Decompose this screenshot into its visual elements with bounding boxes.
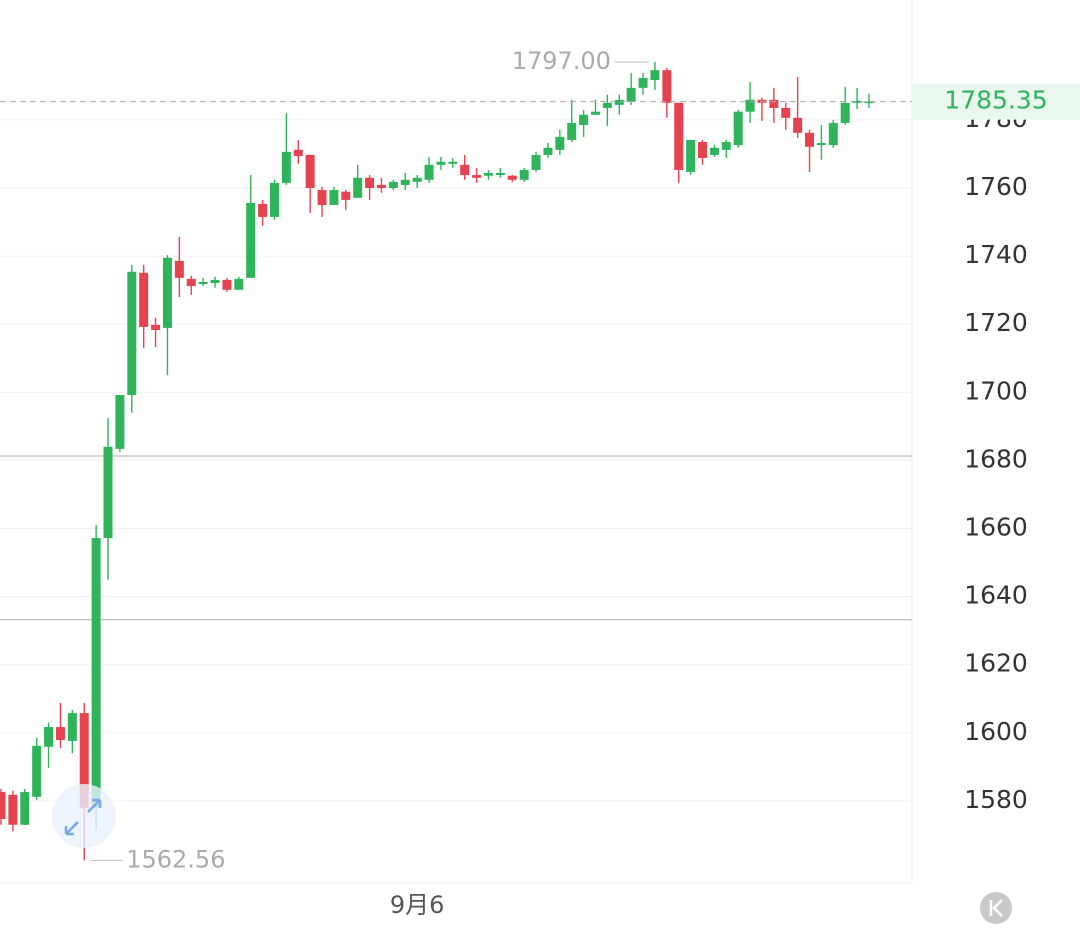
expand-icon <box>64 798 102 836</box>
candle-body <box>769 99 779 108</box>
collapse-icon <box>989 899 1003 917</box>
grid <box>0 119 912 802</box>
candle-body <box>329 190 339 206</box>
candle-body <box>650 70 660 81</box>
y-tick-label: 1580 <box>964 785 1028 814</box>
candle-body <box>305 154 315 188</box>
candle-body <box>234 278 244 290</box>
candle-body <box>20 792 30 825</box>
candle-body <box>733 111 743 146</box>
candle-body <box>317 190 327 206</box>
y-tick-label: 1640 <box>964 581 1028 610</box>
candle-body <box>483 172 493 176</box>
last-price-label: 1785.35 <box>944 86 1047 115</box>
candle-body <box>55 727 65 740</box>
candle-body <box>626 87 636 102</box>
candle-body <box>424 164 434 180</box>
last-price-badge <box>912 83 1080 120</box>
candle-body <box>686 139 696 172</box>
candle-body <box>638 77 648 88</box>
candle-body <box>567 122 577 140</box>
candle-body <box>698 142 708 159</box>
candle-body <box>472 175 482 178</box>
x-tick-label: 9月6 <box>390 891 445 919</box>
candle-body <box>448 161 458 164</box>
collapse-button[interactable] <box>980 892 1012 924</box>
candle-body <box>602 102 612 108</box>
y-tick-label: 1660 <box>964 513 1028 542</box>
high-label: 1797.00 <box>512 47 611 75</box>
candle-body <box>745 99 755 112</box>
y-tick-label: 1680 <box>964 444 1028 473</box>
candle-body <box>79 713 89 808</box>
candle-body <box>258 203 268 217</box>
candle-body <box>412 177 422 182</box>
candle-body <box>365 177 375 188</box>
candles <box>0 61 874 861</box>
candle-body <box>662 70 672 103</box>
candle-body <box>67 713 77 741</box>
candle-body <box>44 727 54 747</box>
candle-body <box>127 271 137 396</box>
candle-body <box>507 175 517 180</box>
candle-body <box>828 122 838 146</box>
candle-body <box>674 102 684 170</box>
candle-body <box>91 538 101 808</box>
y-tick-label: 1740 <box>964 240 1028 269</box>
candle-body <box>174 260 184 278</box>
candle-body <box>591 111 600 115</box>
candle-body <box>162 257 172 328</box>
candle-body <box>186 278 196 287</box>
candle-body <box>210 279 220 283</box>
candle-body <box>852 100 862 103</box>
candle-body <box>436 161 446 165</box>
candle-body <box>341 191 351 200</box>
candle-body <box>816 143 826 146</box>
labels: 1580 1600 1620 1640 1660 1680 1700 1720 1740 1760… <box>0 47 1080 919</box>
candle-body <box>495 172 505 176</box>
y-tick-label: 1760 <box>964 172 1028 201</box>
candle-body <box>103 446 113 539</box>
candle-body <box>460 164 470 176</box>
candle-body <box>709 147 719 155</box>
y-tick-label: 1620 <box>964 649 1028 678</box>
candle-body <box>555 136 565 150</box>
candle-body <box>353 177 363 198</box>
candle-body <box>793 117 803 133</box>
y-tick-label: 1720 <box>964 308 1028 337</box>
candle-body <box>32 745 42 797</box>
candle-body <box>840 102 850 123</box>
candle-body <box>222 279 232 290</box>
candle-body <box>269 182 279 217</box>
expand-button[interactable] <box>52 784 116 848</box>
candle-body <box>151 324 161 330</box>
candle-body <box>293 149 303 156</box>
y-tick-label: 1600 <box>964 717 1028 746</box>
candle-body <box>721 142 731 150</box>
candle-body <box>543 147 553 155</box>
candle-body <box>8 794 18 825</box>
candle-body <box>614 99 624 105</box>
candle-body <box>139 272 149 327</box>
candle-body <box>805 132 815 147</box>
candle-body <box>246 202 256 278</box>
candle-body <box>388 181 398 188</box>
candle-body <box>0 792 6 819</box>
candle-body <box>864 101 874 104</box>
candle-body <box>115 395 125 449</box>
y-tick-label: 1700 <box>964 376 1028 405</box>
candle-body <box>579 114 589 125</box>
candle-body <box>281 151 291 183</box>
candle-body <box>531 154 541 170</box>
low-label: 1562.56 <box>126 845 225 873</box>
candle-body <box>376 184 386 188</box>
candle-body <box>519 169 529 180</box>
candle-body <box>781 107 791 118</box>
candle-body <box>198 281 208 285</box>
candle-body <box>400 179 410 185</box>
